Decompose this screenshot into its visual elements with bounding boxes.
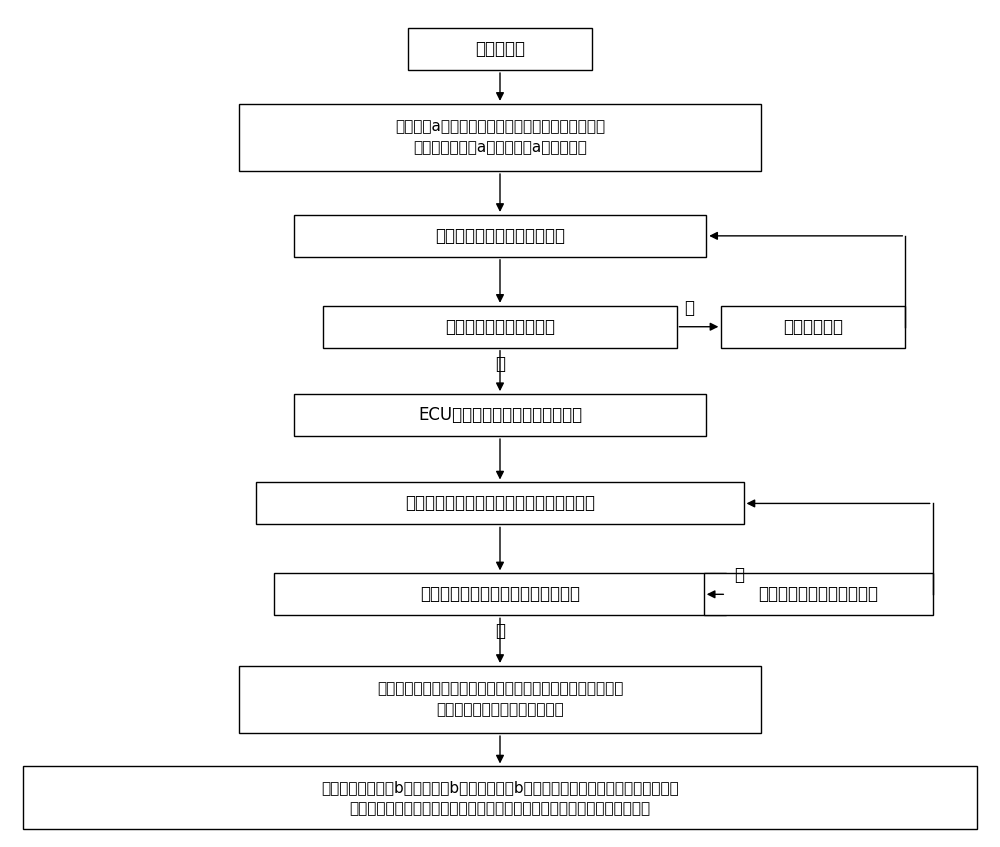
- Text: 测量装置读取滑动弧放电区电子密度及温度: 测量装置读取滑动弧放电区电子密度及温度: [405, 495, 595, 512]
- Text: 是: 是: [495, 622, 505, 640]
- Text: 否: 否: [734, 566, 744, 584]
- FancyBboxPatch shape: [274, 573, 726, 616]
- FancyBboxPatch shape: [23, 767, 977, 829]
- FancyBboxPatch shape: [721, 306, 905, 348]
- Text: 判断电子密度及温度是否达到预设值: 判断电子密度及温度是否达到预设值: [420, 585, 580, 603]
- FancyBboxPatch shape: [294, 394, 706, 436]
- Text: ECU发出指令，等离子体电源启动: ECU发出指令，等离子体电源启动: [418, 406, 582, 424]
- Text: 调节等离子体电源输出功率: 调节等离子体电源输出功率: [758, 585, 878, 603]
- Text: 进气管路a处开始供给高压激励气体，所述高压激励
气体进入进气腔a经由旋流器a形成旋流气: 进气管路a处开始供给高压激励气体，所述高压激励 气体进入进气腔a经由旋流器a形成…: [395, 119, 605, 155]
- Text: 是: 是: [495, 355, 505, 373]
- Text: 调节供气气压: 调节供气气压: [783, 318, 843, 335]
- Text: 判断风速是否达到预设值: 判断风速是否达到预设值: [445, 318, 555, 335]
- FancyBboxPatch shape: [239, 103, 761, 171]
- FancyBboxPatch shape: [408, 28, 592, 70]
- FancyBboxPatch shape: [704, 573, 933, 616]
- Text: 流速计读取滑动弧放电区风速: 流速计读取滑动弧放电区风速: [435, 227, 565, 245]
- FancyBboxPatch shape: [239, 666, 761, 734]
- FancyBboxPatch shape: [256, 483, 744, 524]
- Text: 否: 否: [684, 299, 694, 317]
- Text: 启动发动机: 启动发动机: [475, 40, 525, 58]
- Text: 空气通过进气管路b进入进气腔b，经由旋流器b后形成旋流气，活化后的燃油喷雾与形
成的空气旋流气混合进一步的促进了燃油雾化及点火过程，最后进入燃烧室: 空气通过进气管路b进入进气腔b，经由旋流器b后形成旋流气，活化后的燃油喷雾与形 …: [321, 780, 679, 816]
- FancyBboxPatch shape: [323, 306, 677, 348]
- Text: 燃油通过进油管路进入进油腔后，从周向排列的若干个交叉孔
内喷出与滑动弧接触，进行点火: 燃油通过进油管路进入进油腔后，从周向排列的若干个交叉孔 内喷出与滑动弧接触，进行…: [377, 682, 623, 717]
- FancyBboxPatch shape: [294, 215, 706, 257]
